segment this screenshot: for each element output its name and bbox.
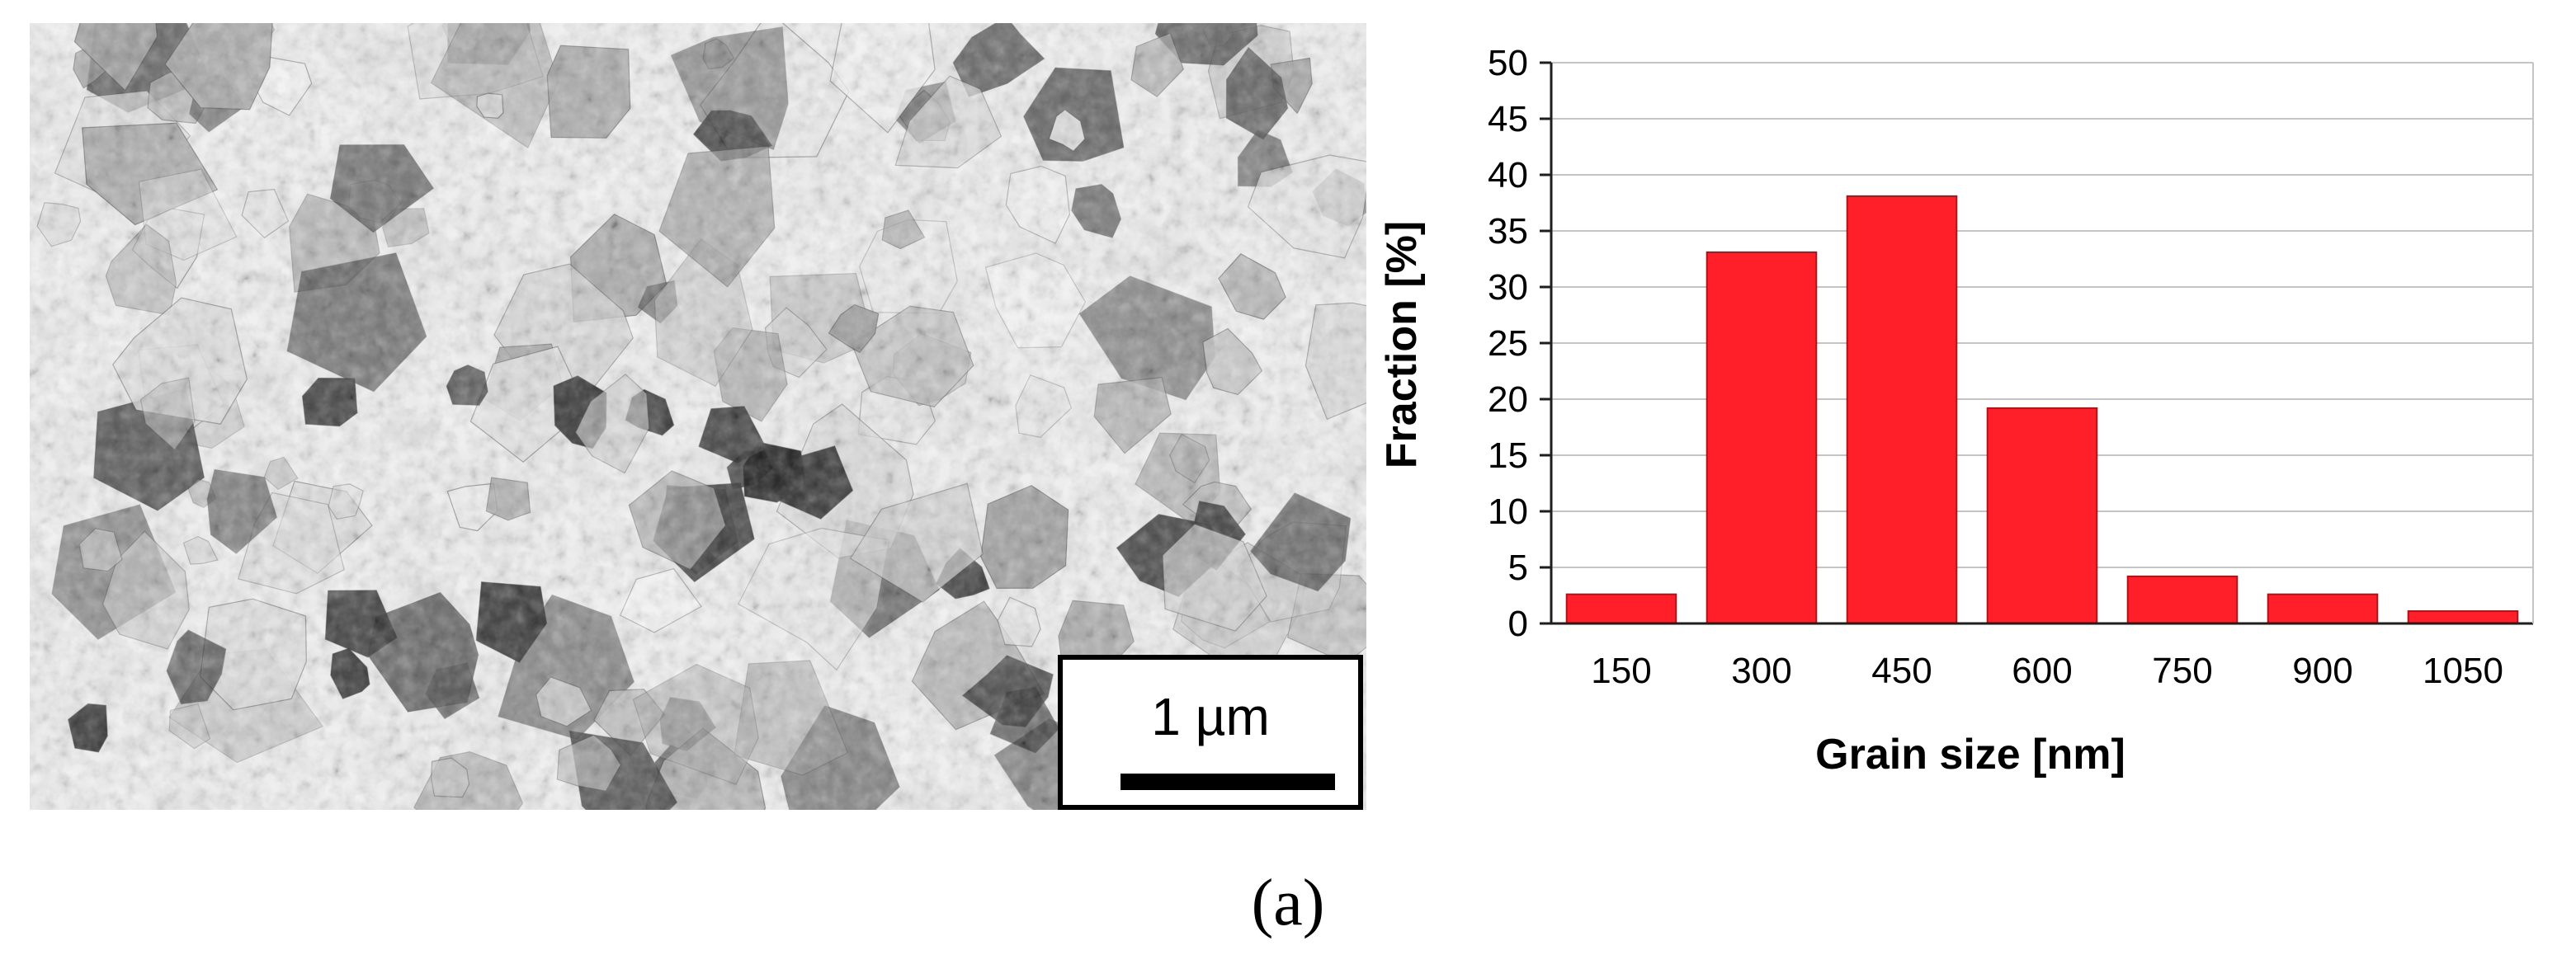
- y-tick-label: 0: [1508, 604, 1528, 644]
- bar-600: [1986, 407, 2098, 624]
- x-axis-label: Grain size [nm]: [1815, 731, 2125, 779]
- x-tick-label: 900: [2292, 651, 2352, 691]
- panel-label: (a): [1251, 867, 1325, 939]
- x-tick-label: 300: [1731, 651, 1791, 691]
- x-tick-label: 450: [1871, 651, 1932, 691]
- grain-size-histogram: 0 5 10 15 20 25 30 35 40 45 50 150 300 450 600 750 900 1…: [1353, 0, 2576, 825]
- y-tick-label: 50: [1488, 43, 1528, 83]
- bar-150: [1565, 593, 1677, 625]
- scale-bar-label: 1 µm: [1151, 687, 1270, 746]
- bar-450: [1846, 195, 1958, 624]
- y-tick-label: 35: [1488, 211, 1528, 252]
- x-tick-label: 150: [1591, 651, 1651, 691]
- y-tick-label: 30: [1488, 267, 1528, 308]
- y-tick-label: 20: [1488, 379, 1528, 420]
- y-tick-label: 5: [1508, 548, 1528, 588]
- axes: [1550, 63, 2534, 625]
- y-tick-label: 10: [1488, 492, 1528, 532]
- x-tick-label: 750: [2152, 651, 2212, 691]
- y-tick-label: 15: [1488, 435, 1528, 476]
- y-tick-label: 40: [1488, 155, 1528, 195]
- bar-1050: [2407, 610, 2519, 624]
- tem-micrograph: [30, 23, 1366, 810]
- bar-300: [1706, 251, 1818, 624]
- y-tick-labels: 0 5 10 15 20 25 30 35 40 45 50: [1488, 43, 1528, 644]
- x-tick-label: 1050: [2423, 651, 2503, 691]
- x-tick-labels: 150 300 450 600 750 900 1050: [1591, 651, 2503, 691]
- scale-bar-line: [1121, 774, 1335, 790]
- scale-bar: 1 µm: [1058, 655, 1363, 810]
- x-tick-label: 600: [2012, 651, 2072, 691]
- bar-900: [2267, 593, 2379, 625]
- y-tick-label: 45: [1488, 99, 1528, 139]
- bars: [1565, 195, 2519, 625]
- y-axis-label: Fraction [%]: [1378, 221, 1426, 468]
- y-tick-label: 25: [1488, 323, 1528, 364]
- bar-750: [2126, 575, 2239, 625]
